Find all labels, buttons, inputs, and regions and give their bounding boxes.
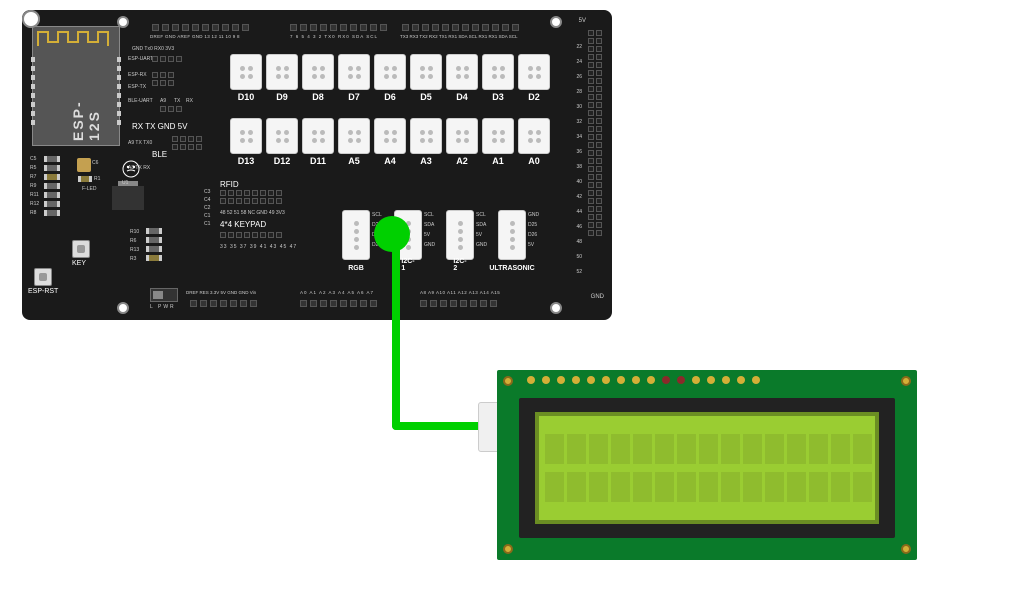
socket-d3[interactable]: D3: [482, 54, 514, 90]
wire-node-board: [374, 216, 410, 252]
socket-d12[interactable]: D12: [266, 118, 298, 154]
socket-d7[interactable]: D7: [338, 54, 370, 90]
tx-label: TX: [174, 98, 180, 104]
ultra-right-labels: GND D25 D26 5V: [528, 210, 539, 250]
socket-d6[interactable]: D6: [374, 54, 406, 90]
rfid-label: RFID: [220, 180, 239, 189]
bottom-header-2: [300, 300, 377, 307]
lcd-module: [497, 370, 917, 560]
grove-row-1: D10 D9 D8 D7 D6 D5 D4 D3: [230, 54, 550, 90]
u1-label: U1: [122, 180, 128, 186]
mega-shield-board: ESP-12S DREF GND AREF GND 13 12 11 10 9 …: [22, 10, 612, 320]
key-button[interactable]: [72, 240, 90, 258]
esp-rx-label: ESP-RX: [128, 72, 147, 78]
fled-label: F-LED: [82, 186, 96, 192]
wire-segment-1: [392, 234, 400, 430]
c6-cap: [77, 158, 91, 172]
rfid-c-labels: C3 C4 C2 C1 C1: [204, 188, 210, 228]
socket-d5[interactable]: D5: [410, 54, 442, 90]
top-pin-header-1: [152, 24, 249, 31]
ultra-left-labels: SCL SDA 5V GND: [476, 210, 487, 250]
bottom-header-3: [420, 300, 497, 307]
socket-rgb[interactable]: RGB: [342, 210, 370, 260]
ble-uart-label: BLE-UART: [128, 98, 153, 104]
socket-d11[interactable]: D11: [302, 118, 334, 154]
socket-d8[interactable]: D8: [302, 54, 334, 90]
top-labels-1: DREF GND AREF GND 13 12 11 10 9 8: [150, 34, 240, 39]
lcd-pin-row: [527, 376, 760, 384]
socket-a0[interactable]: A0: [518, 118, 550, 154]
lcd-screen: [535, 412, 879, 524]
esp-uart-label: ESP-UART: [128, 56, 153, 62]
keypad-label: 4*4 KEYPAD: [220, 220, 266, 229]
gnd-side-label: GND: [591, 294, 604, 300]
rx-label: RX: [186, 98, 193, 104]
u1-chip: [112, 186, 144, 210]
face-icon: [122, 160, 140, 178]
a9txtx0-label: A9 TX TX0: [128, 140, 152, 146]
esp-rst-label: ESP-RST: [28, 288, 58, 295]
lcd-row-1: [545, 434, 872, 464]
socket-d9[interactable]: D9: [266, 54, 298, 90]
socket-d2[interactable]: D2: [518, 54, 550, 90]
jumper-block-1: [152, 56, 182, 62]
a9-label: A9: [160, 98, 166, 104]
jumper-block-2: [152, 72, 174, 86]
socket-a3[interactable]: A3: [410, 118, 442, 154]
keypad-nums: 33 35 37 39 41 43 45 47: [220, 244, 297, 250]
socket-d10[interactable]: D10: [230, 54, 262, 90]
rfid-header: [220, 190, 282, 204]
r-column: R10 R6 R13 R3: [130, 228, 139, 264]
key-label: KEY: [72, 260, 86, 267]
rxtx-row-label: RX TX GND 5V: [132, 122, 187, 131]
esp-tx-label: ESP-TX: [128, 84, 146, 90]
esp12s-module: ESP-12S: [32, 26, 120, 146]
socket-a4[interactable]: A4: [374, 118, 406, 154]
ble-label: BLE: [152, 150, 167, 159]
ble-header: [172, 136, 202, 150]
top-pin-header-2: [290, 24, 387, 31]
top-pin-header-3: [402, 24, 519, 31]
socket-i2c2[interactable]: I2C-2: [446, 210, 474, 260]
socket-d4[interactable]: D4: [446, 54, 478, 90]
bottom-header-1: [190, 300, 257, 307]
top-labels-3: TX3 RX3 TX2 RX2 TX1 RX1 SDA SCL RX1 RX1 …: [400, 34, 517, 39]
grove-row-2: D13 D12 D11 A5 A4 A3 A2 A: [230, 118, 550, 154]
esp-rst-button[interactable]: [34, 268, 52, 286]
bottom-labels-3: A8 A9 A10 A11 A12 A13 A14 A15: [420, 290, 500, 295]
i2c-right-labels: SCL SDA 5V GND: [424, 210, 435, 250]
socket-a1[interactable]: A1: [482, 118, 514, 154]
socket-ultrasonic[interactable]: ULTRASONIC: [498, 210, 526, 260]
esp12s-label: ESP-12S: [70, 75, 102, 141]
top-labels-2: 7 6 5 4 3 2 TX0 RX0 SDA SCL: [290, 34, 378, 39]
lcd-row-2: [545, 472, 872, 502]
rfid-nums: 48 52 51 58 NC GND 49 3V3: [220, 210, 285, 216]
socket-a2[interactable]: A2: [446, 118, 478, 154]
5v-label: 5V: [579, 18, 586, 24]
socket-a5[interactable]: A5: [338, 118, 370, 154]
right-dual-header: [588, 30, 602, 236]
power-switch[interactable]: [150, 288, 178, 302]
keypad-header: [220, 232, 282, 238]
bottom-labels-2: A0 A1 A2 A3 A4 A5 A6 A7: [300, 290, 374, 295]
jumper-block-3: [160, 106, 182, 112]
pwr-label: L PWR: [150, 304, 176, 310]
gnd-tx-label: GND Tx0 RX0 3V3: [132, 46, 174, 52]
left-smd-column: C5 R5 R7 R9 R11 R12 R8: [30, 155, 39, 218]
socket-d13[interactable]: D13: [230, 118, 262, 154]
bottom-labels-1: DREF RES 3.3V 5V GND GND Vin: [186, 290, 256, 295]
right-side-nums: 22 24 26 28 30 32 34 36 38 40 42 44 46 4…: [576, 40, 582, 280]
